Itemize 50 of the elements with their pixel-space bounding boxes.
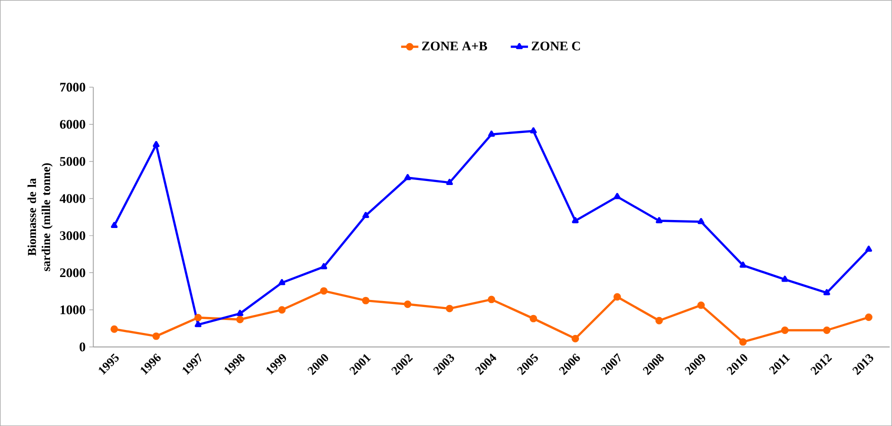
point xyxy=(697,301,705,309)
point xyxy=(864,314,872,321)
x-tick-label: 2011 xyxy=(769,354,790,375)
point xyxy=(572,334,580,342)
y-tick-label: 7000 xyxy=(60,82,86,92)
point xyxy=(781,326,789,334)
point xyxy=(740,262,746,268)
point xyxy=(320,263,328,270)
y-tick-label: 5000 xyxy=(60,156,86,166)
point xyxy=(110,222,118,228)
point xyxy=(782,276,788,282)
point xyxy=(446,178,453,185)
point xyxy=(404,300,412,308)
y-tick-label: 3000 xyxy=(60,231,86,240)
point xyxy=(655,316,663,324)
point xyxy=(110,325,118,333)
point xyxy=(194,314,202,322)
point xyxy=(404,174,412,180)
y-axis-title: Biomasse de la sardine (mille tonne) xyxy=(28,163,53,272)
point xyxy=(362,296,370,304)
point xyxy=(152,332,160,340)
point xyxy=(278,279,286,286)
y-tick-label: 6000 xyxy=(60,120,86,129)
y-tick-label: 2000 xyxy=(60,268,86,278)
point xyxy=(194,320,202,328)
point xyxy=(236,310,244,316)
point xyxy=(278,306,286,314)
point xyxy=(614,293,621,301)
point xyxy=(865,246,872,252)
legend-label: ZONE A+B xyxy=(422,42,488,50)
point xyxy=(488,130,495,137)
point xyxy=(530,314,538,322)
point xyxy=(320,287,328,295)
point xyxy=(152,140,160,148)
point xyxy=(823,326,831,334)
point xyxy=(362,212,370,218)
y-tick-label: 1000 xyxy=(60,305,86,314)
point xyxy=(236,316,244,324)
y-tick-label: 0 xyxy=(80,342,86,352)
y-tick-label: 4000 xyxy=(60,194,86,203)
point xyxy=(739,338,747,346)
point xyxy=(698,218,704,224)
legend-label: ZONE C xyxy=(532,42,580,50)
point xyxy=(530,127,537,134)
point xyxy=(488,296,496,304)
point xyxy=(656,217,663,224)
point xyxy=(823,289,830,296)
point xyxy=(572,217,579,224)
point xyxy=(446,304,454,312)
point xyxy=(614,192,621,200)
